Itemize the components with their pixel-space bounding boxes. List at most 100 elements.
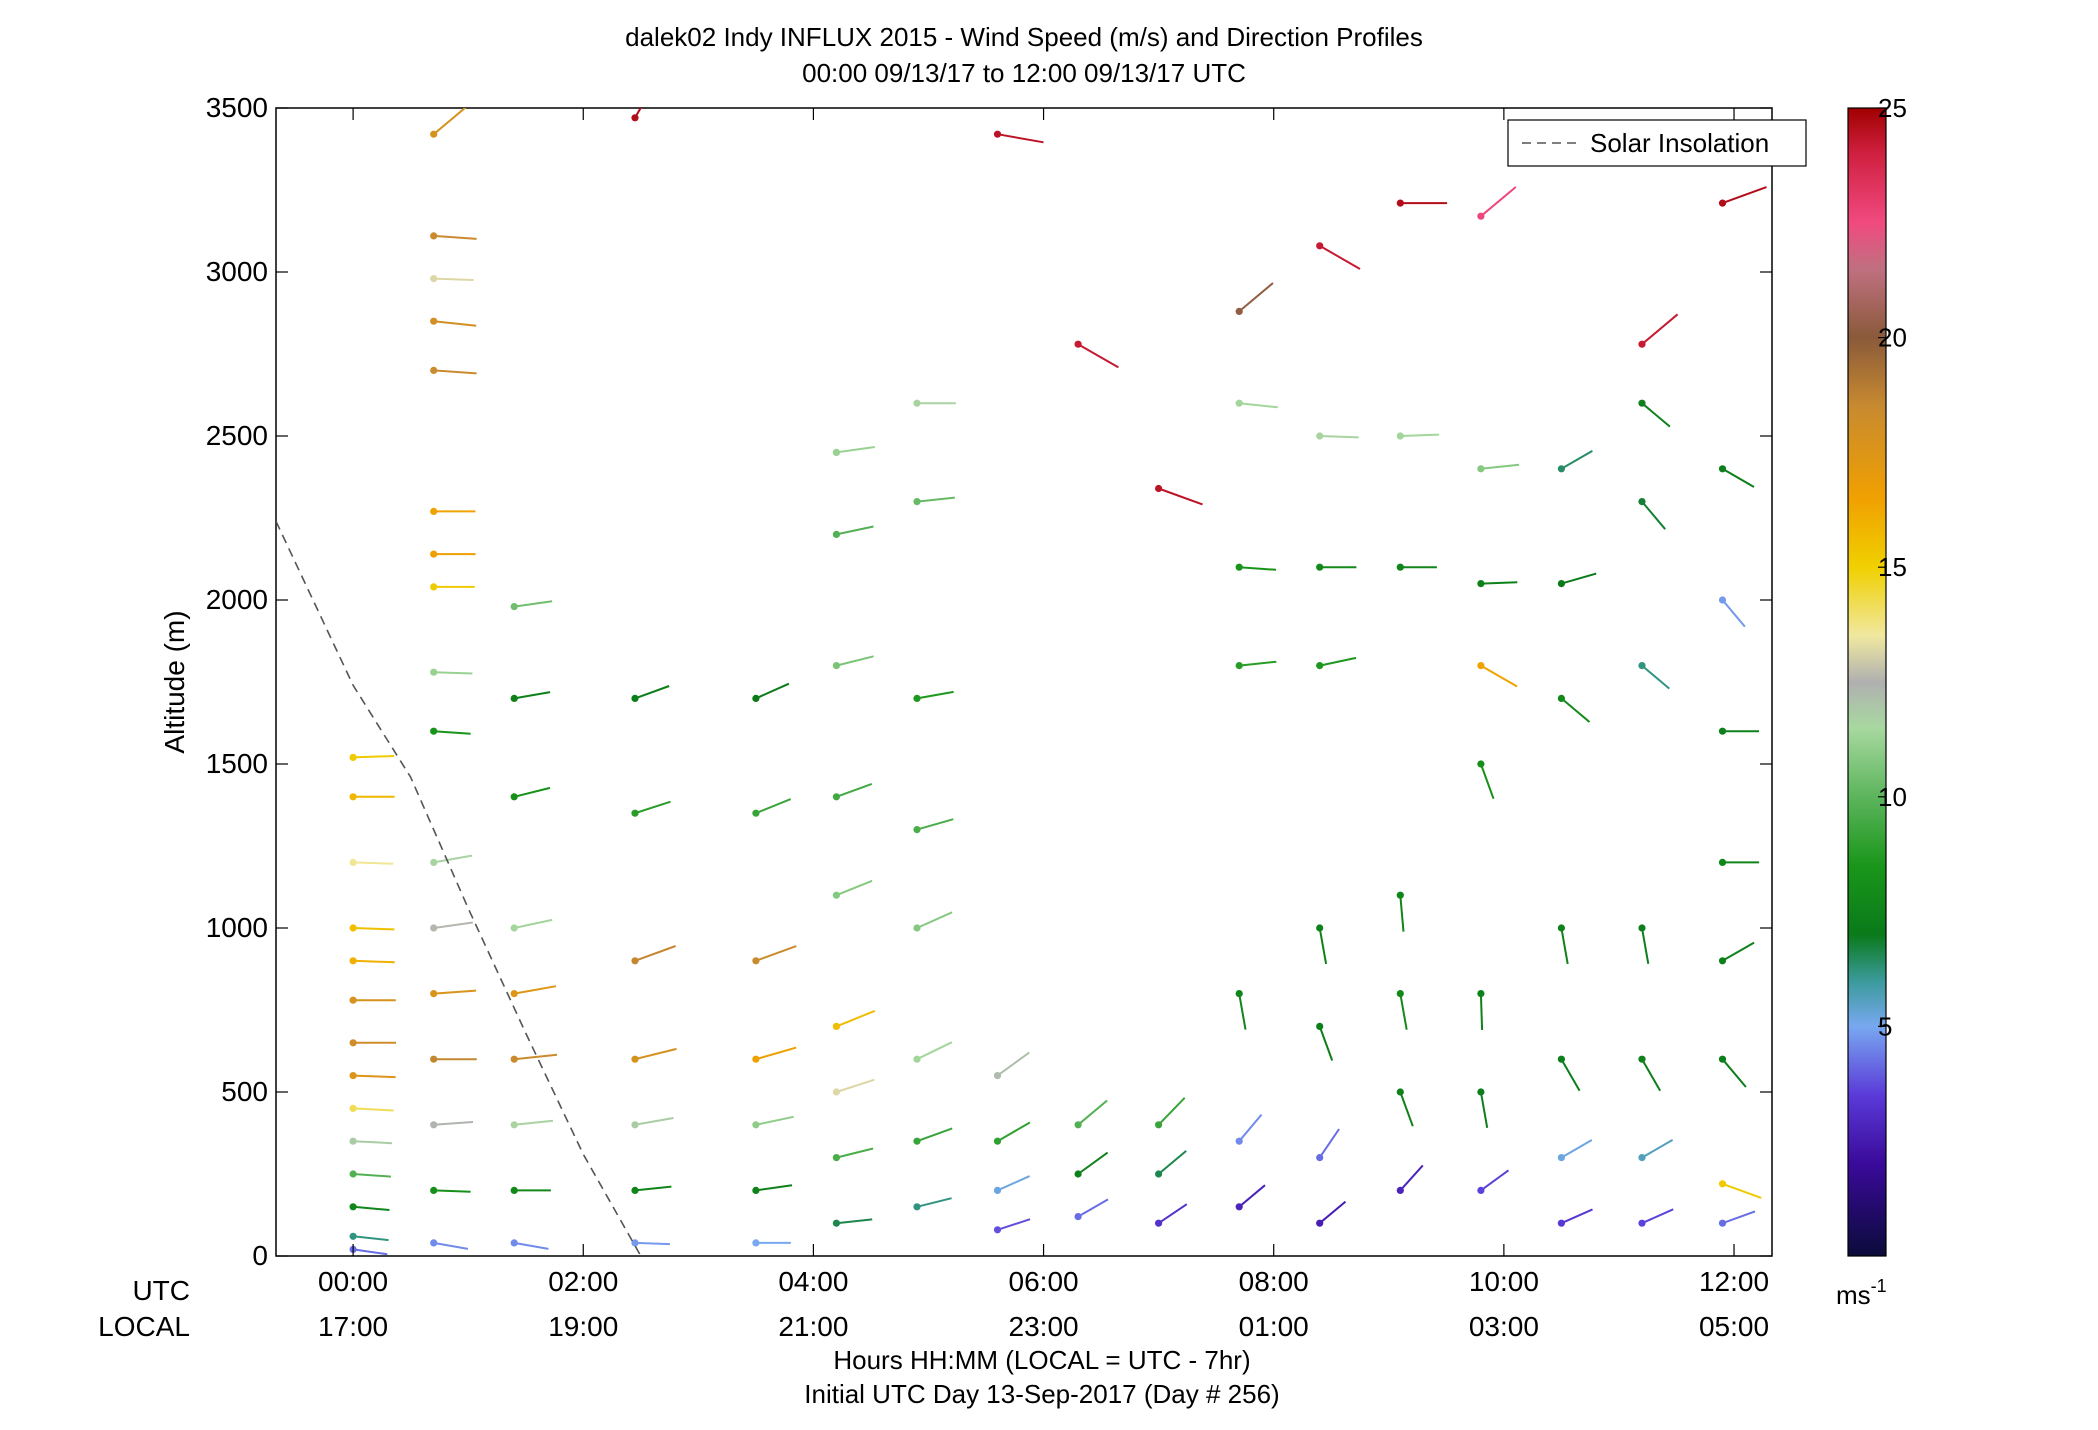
wind-point [1557, 465, 1565, 473]
wind-point [430, 550, 438, 558]
wind-segment [1400, 433, 1440, 437]
wind-point [510, 694, 518, 703]
wind-point [631, 957, 639, 965]
wind-point [1477, 580, 1485, 588]
wind-barbs [349, 108, 1767, 1256]
y-tick-label: 0 [252, 1240, 268, 1271]
wind-segment [836, 655, 874, 667]
wind-segment [916, 1127, 953, 1143]
colorbar-tick-label: 25 [1878, 93, 1907, 123]
local-row-label: LOCAL [98, 1311, 190, 1342]
wind-point [510, 1186, 518, 1194]
wind-segment [1238, 993, 1247, 1030]
y-tick-label: 2000 [206, 584, 268, 615]
x-tick-label-utc: 08:00 [1239, 1266, 1309, 1297]
wind-point [752, 809, 760, 817]
wind-segment [836, 525, 874, 536]
wind-point [510, 1121, 518, 1129]
wind-segment [1722, 1210, 1756, 1225]
wind-point [430, 1121, 438, 1129]
wind-segment [1722, 941, 1755, 962]
wind-point [993, 1072, 1002, 1080]
wind-segment [433, 369, 477, 375]
wind-segment [514, 985, 557, 995]
wind-point [631, 694, 639, 703]
wind-segment [755, 1184, 793, 1192]
wind-point [1718, 1219, 1727, 1227]
solar-insolation-line [276, 520, 642, 1256]
wind-point [913, 1137, 921, 1145]
wind-segment [1238, 1184, 1266, 1208]
wind-point [1316, 1219, 1324, 1227]
wind-point [1074, 1170, 1082, 1178]
wind-point [430, 232, 438, 240]
wind-point [913, 694, 921, 703]
wind-segment [1479, 993, 1484, 1031]
wind-segment [1399, 1091, 1414, 1127]
wind-segment [755, 682, 790, 700]
wind-segment [514, 1119, 554, 1126]
utc-row-label: UTC [132, 1275, 190, 1306]
colorbar-tick-label: 20 [1878, 323, 1907, 353]
wind-point [1316, 924, 1324, 932]
wind-segment [1560, 1208, 1593, 1225]
wind-segment [634, 108, 642, 119]
wind-segment [352, 1248, 388, 1256]
wind-segment [1238, 1113, 1263, 1142]
wind-point [349, 858, 357, 867]
wind-segment [433, 1189, 471, 1193]
wind-point [631, 809, 639, 817]
y-tick-label: 3500 [206, 92, 268, 123]
wind-segment [353, 1173, 391, 1178]
x-tick-label-utc: 00:00 [318, 1266, 388, 1297]
wind-point [349, 924, 357, 932]
wind-point [1316, 1154, 1324, 1162]
wind-segment [634, 1185, 672, 1192]
wind-point [1396, 891, 1404, 899]
wind-segment [916, 818, 954, 831]
wind-segment [433, 108, 467, 135]
wind-point [1316, 1022, 1324, 1030]
wind-segment [1239, 566, 1277, 571]
wind-segment [433, 320, 477, 327]
wind-point [1638, 399, 1646, 407]
wind-point [430, 275, 438, 283]
wind-segment [997, 133, 1044, 144]
wind-point [1396, 432, 1404, 440]
wind-point [1638, 1219, 1646, 1227]
wind-point [1557, 1154, 1565, 1162]
wind-segment [1560, 697, 1591, 723]
wind-point [349, 1137, 357, 1145]
wind-point [1396, 563, 1404, 571]
wind-point [1235, 662, 1243, 670]
wind-point [752, 957, 760, 965]
wind-point [1638, 340, 1646, 348]
x-tick-label-local: 05:00 [1699, 1311, 1769, 1342]
wind-point [993, 130, 1002, 138]
wind-segment [836, 879, 873, 897]
x-axis: 00:00 17:00 02:00 19:00 04:00 21:00 06:00 23:00… [318, 108, 1769, 1342]
wind-point [430, 366, 438, 374]
wind-point [1235, 990, 1243, 998]
wind-segment [1641, 1139, 1674, 1159]
x-tick-label-local: 23:00 [1009, 1311, 1079, 1342]
wind-segment [1721, 1058, 1747, 1088]
wind-segment [1641, 313, 1679, 345]
wind-point [832, 1088, 841, 1096]
colorbar-ticks: 5 10 15 20 25 [1878, 93, 1907, 1041]
wind-point [1316, 242, 1324, 250]
wind-segment [514, 691, 551, 700]
wind-segment [634, 1241, 670, 1246]
colorbar-gradient [1847, 107, 1887, 1257]
wind-segment [1560, 450, 1593, 470]
wind-segment [514, 1241, 549, 1250]
wind-point [993, 1137, 1002, 1145]
wind-segment [1077, 1198, 1109, 1218]
x-tick-label-local: 03:00 [1469, 1311, 1539, 1342]
wind-segment [1641, 500, 1666, 530]
wind-point [430, 924, 438, 932]
wind-point [1235, 563, 1243, 571]
wind-point [349, 1039, 357, 1047]
wind-point [1638, 924, 1646, 932]
wind-segment [514, 1053, 558, 1061]
